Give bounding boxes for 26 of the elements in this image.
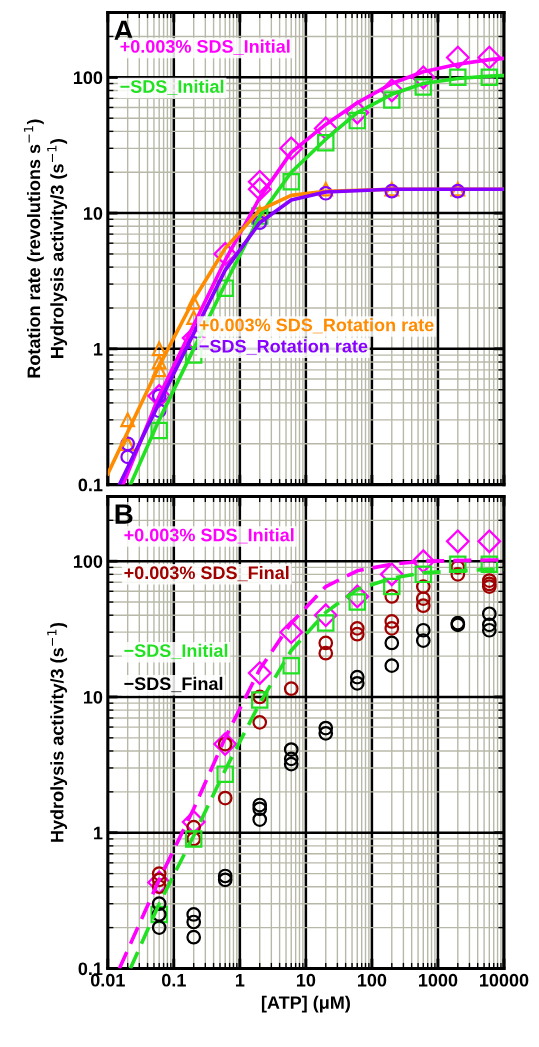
text: −SDS_Initial: [124, 643, 228, 660]
y-tick-label: 1: [94, 342, 103, 356]
x-axis-title: [ATP] (μM): [261, 995, 350, 1013]
y-tick-label: 100: [73, 71, 103, 85]
y-tick-label: 1: [94, 826, 103, 840]
x-tick-label: 10: [296, 973, 316, 987]
text: −SDS_Final: [124, 676, 223, 693]
x-tick-label: 1: [235, 974, 245, 987]
text: +0.003% SDS_Initial: [120, 39, 290, 55]
text: +0.003% SDS_Initial: [124, 528, 294, 544]
annotation: A: [114, 20, 134, 40]
y-axis-title: Hydrolysis activity/3 (s$^{−1}$): [47, 622, 68, 842]
y-tick-label: 10: [83, 207, 103, 220]
series-label: +0.003% SDS_Rotation rate: [199, 318, 434, 334]
text: Rotation rate (revolutions s$^{−1}$) Hydrolysis activity/3 (s$^{−1}$): [23, 119, 68, 378]
y-tick-label: 0.1: [78, 478, 103, 492]
x-tick-label: 10000: [480, 973, 529, 987]
y-tick-label: 10: [83, 690, 103, 704]
x-tick-label: 0.1: [161, 973, 186, 987]
y-tick-label: 100: [73, 555, 103, 568]
annotation: B: [115, 504, 133, 524]
text: −SDS_Initial: [120, 79, 224, 95]
text: +0.003% SDS_Final: [124, 565, 289, 582]
series-label: −SDS_Rotation rate: [199, 339, 368, 355]
x-tick-label: 100: [357, 973, 387, 987]
x-tick-label: 1000: [418, 973, 458, 987]
